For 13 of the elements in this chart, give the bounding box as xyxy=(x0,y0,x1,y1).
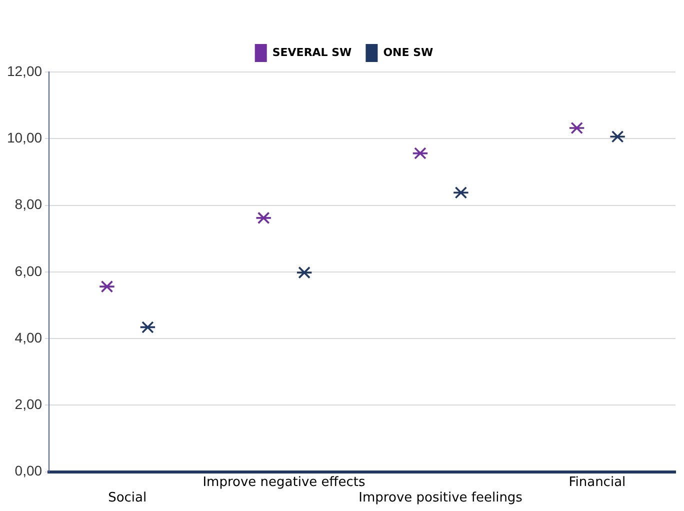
y-tick-label: 10,00 xyxy=(6,129,42,146)
y-tick-label: 12,00 xyxy=(6,62,42,79)
y-tick-label: 8,00 xyxy=(14,196,42,212)
y-tick-label: 0,00 xyxy=(14,462,42,479)
x-tick-label: Improve negative effects xyxy=(202,474,366,490)
y-tick-label: 4,00 xyxy=(14,329,42,346)
legend-label: ONE SW xyxy=(383,46,434,59)
x-tick-label: Social xyxy=(108,490,147,506)
x-tick-label: Improve positive feelings xyxy=(358,490,523,506)
legend-label: SEVERAL SW xyxy=(272,46,352,59)
y-tick-label: 2,00 xyxy=(14,396,42,412)
x-tick-label: Financial xyxy=(568,474,626,490)
y-tick-label: 6,00 xyxy=(14,262,42,279)
